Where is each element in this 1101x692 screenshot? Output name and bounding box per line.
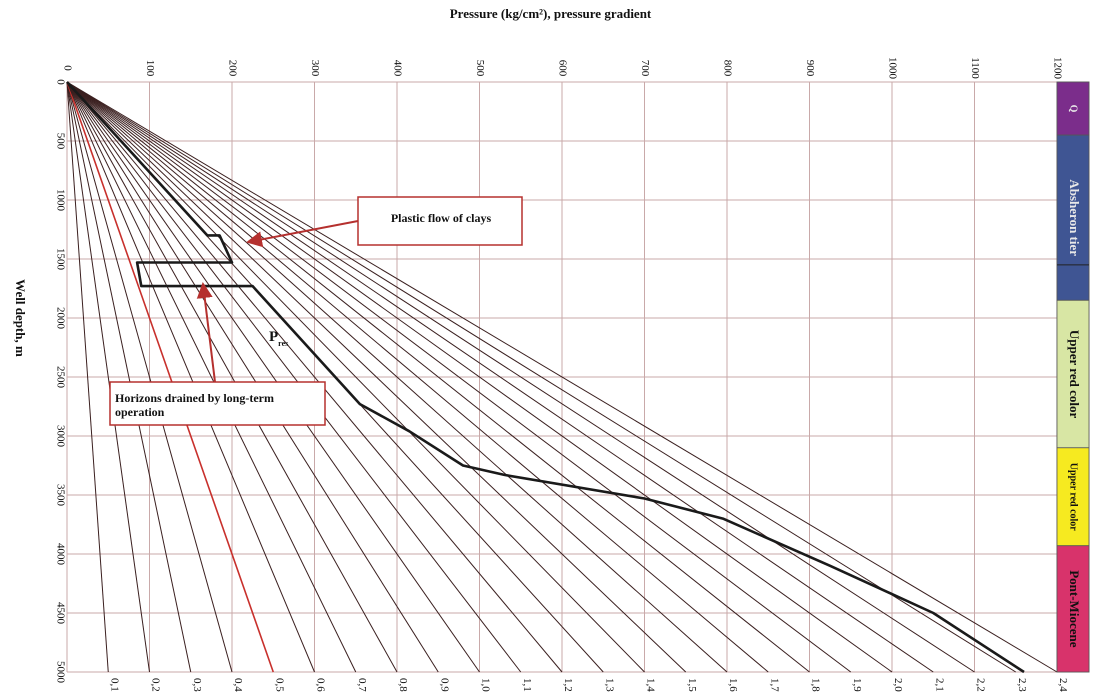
drained-horizons-line-2: operation bbox=[115, 405, 165, 419]
stratigraphy-label: Absheron tier bbox=[1067, 179, 1082, 256]
gradient-label: 1,9 bbox=[851, 678, 863, 692]
gradient-line bbox=[66, 81, 150, 673]
gradient-line bbox=[66, 81, 357, 673]
stratigraphy-label: Upper red color bbox=[1067, 330, 1082, 419]
gradient-line bbox=[66, 81, 852, 673]
gradient-line bbox=[66, 81, 810, 673]
gradient-line bbox=[66, 81, 563, 673]
x-tick-label: 0 bbox=[61, 65, 73, 71]
drained-horizons-callout: Horizons drained by long-term operation bbox=[115, 391, 277, 419]
gradient-line bbox=[66, 81, 315, 673]
gradient-label: 2,2 bbox=[975, 678, 987, 692]
gradient-line bbox=[66, 81, 769, 673]
y-tick-label: 3000 bbox=[54, 425, 66, 448]
gradient-label: 1,4 bbox=[645, 678, 657, 692]
y-tick-label: 1000 bbox=[54, 189, 66, 212]
stratigraphy-unit bbox=[1056, 447, 1090, 547]
gradient-line bbox=[66, 81, 439, 673]
p-res-label: Pres bbox=[269, 329, 288, 348]
plastic-flow-arrow bbox=[246, 220, 359, 248]
gradient-lines bbox=[66, 81, 1058, 673]
gradient-label: 2,4 bbox=[1057, 678, 1069, 692]
gradient-line bbox=[66, 81, 934, 673]
gradient-line bbox=[66, 81, 233, 673]
gradient-line bbox=[66, 81, 109, 673]
gradient-line bbox=[66, 81, 728, 673]
stratigraphy-unit bbox=[1056, 545, 1090, 673]
x-tick-label: 800 bbox=[721, 60, 733, 77]
gradient-line bbox=[66, 81, 1017, 673]
reservoir-pressure-line bbox=[66, 81, 1025, 674]
gradient-line bbox=[66, 81, 275, 673]
x-tick-label: 500 bbox=[474, 60, 486, 77]
x-tick-label: 700 bbox=[639, 60, 651, 77]
stratigraphy-label: Upper red color bbox=[1068, 463, 1079, 532]
p-res-letter: P bbox=[269, 329, 278, 345]
gradient-line bbox=[66, 81, 893, 673]
plastic-flow-callout: Plastic flow of clays bbox=[391, 211, 492, 225]
annotations: Plastic flow of clays Horizons drained b… bbox=[109, 196, 523, 426]
gradient-label: 2,0 bbox=[892, 678, 904, 692]
gradient-line bbox=[66, 81, 1058, 673]
gradient-label: 1,5 bbox=[686, 678, 698, 692]
gradient-label: 0,7 bbox=[356, 678, 368, 692]
y-tick-label: 0 bbox=[54, 79, 66, 85]
gradient-label: 0,6 bbox=[315, 678, 327, 692]
gradient-label: 0,2 bbox=[150, 678, 162, 692]
drained-horizons-line-1: Horizons drained by long-term bbox=[115, 391, 274, 405]
x-tick-label: 400 bbox=[391, 60, 403, 77]
y-tick-label: 1500 bbox=[54, 248, 66, 271]
y-tick-label: 4000 bbox=[54, 543, 66, 566]
y-tick-label: 500 bbox=[54, 133, 66, 150]
gradient-line bbox=[66, 81, 398, 673]
gradient-label: 0,1 bbox=[108, 678, 120, 692]
y-tick-label: 2000 bbox=[54, 307, 66, 330]
gradient-line bbox=[66, 81, 687, 673]
gradient-line bbox=[66, 81, 522, 673]
x-tick-label: 100 bbox=[144, 60, 156, 77]
gradient-label: 1,2 bbox=[562, 678, 574, 692]
x-tick-label: 1100 bbox=[969, 57, 981, 79]
stratigraphy-unit bbox=[1056, 134, 1090, 301]
gradient-label: 1,0 bbox=[480, 678, 492, 692]
stratigraphy-column: Q Absheron tier Upper red color Upper red c… bbox=[1056, 81, 1090, 673]
stratigraphy-unit bbox=[1056, 299, 1090, 449]
y-tick-label: 5000 bbox=[54, 661, 66, 684]
gradient-label: 0,4 bbox=[232, 678, 244, 692]
reservoir-pressure-curve bbox=[66, 81, 1025, 674]
stratigraphy-label: Q bbox=[1068, 105, 1079, 113]
drained-horizons-arrow bbox=[196, 282, 216, 383]
gradient-line bbox=[66, 81, 192, 673]
gradient-label: 1,6 bbox=[727, 678, 739, 692]
axis-ticks: 0 100 200 300 400 500 600 700 800 900 1000 1100 1200… bbox=[54, 57, 1069, 692]
y-axis-label: Well depth, m bbox=[13, 279, 28, 357]
stratigraphy-label: Pont-Miocene bbox=[1067, 570, 1082, 647]
x-tick-label: 600 bbox=[556, 60, 568, 77]
gradient-line bbox=[66, 81, 645, 673]
gradient-label: 1,3 bbox=[603, 678, 615, 692]
x-tick-label: 1000 bbox=[886, 57, 898, 80]
x-tick-label: 200 bbox=[226, 60, 238, 77]
gradient-label: 1,1 bbox=[521, 678, 533, 692]
gradient-label: 0,3 bbox=[191, 678, 203, 692]
y-tick-label: 3500 bbox=[54, 484, 66, 507]
x-tick-label: 1200 bbox=[1051, 57, 1063, 80]
drained-horizons-callout-box bbox=[109, 381, 326, 426]
gradient-label: 2,1 bbox=[933, 678, 945, 692]
gradient-line bbox=[66, 81, 480, 673]
p-res-subscript: res bbox=[278, 339, 288, 348]
gradient-line bbox=[66, 81, 975, 673]
x-tick-label: 300 bbox=[309, 60, 321, 77]
gradient-label: 2,3 bbox=[1016, 678, 1028, 692]
x-tick-label: 900 bbox=[804, 60, 816, 77]
y-tick-label: 2500 bbox=[54, 366, 66, 389]
gradient-label: 0,9 bbox=[438, 678, 450, 692]
gradient-label: 1,8 bbox=[810, 678, 822, 692]
gradient-label: 0,8 bbox=[397, 678, 409, 692]
chart-title: Pressure (kg/cm²), pressure gradient bbox=[449, 6, 652, 21]
y-tick-label: 4500 bbox=[54, 602, 66, 625]
gradient-label: 0,5 bbox=[273, 678, 285, 692]
gradient-label: 1,7 bbox=[768, 678, 780, 692]
